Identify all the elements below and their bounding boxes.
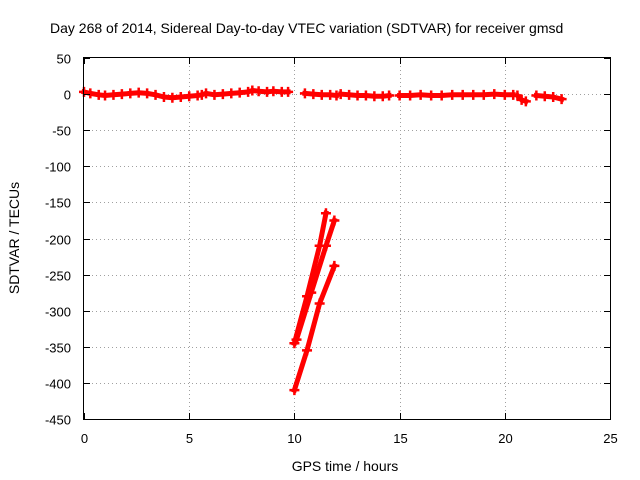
data-point-s0-g3-p6: [457, 89, 468, 100]
data-point-s0-g4-p2: [520, 96, 531, 107]
y-tick-label: -200: [45, 233, 71, 248]
data-point-s0-g3-p5: [447, 89, 458, 100]
data-point-s0-g0-p12: [175, 91, 186, 102]
data-point-s0-g0-p3: [100, 90, 111, 101]
data-point-s0-g0-p23: [253, 86, 264, 97]
x-axis-label: GPS time / hours: [292, 458, 399, 474]
y-tick-label: -300: [45, 305, 71, 320]
data-point-s0-g2-p2: [352, 90, 363, 101]
data-point-s0-g0-p17: [209, 89, 220, 100]
series-1-segment-2: [291, 262, 338, 394]
data-point-s0-g3-p7: [468, 89, 479, 100]
data-point-s0-g0-p20: [234, 87, 245, 98]
y-tick-label: 50: [57, 52, 71, 67]
data-point-s1-g2-p2: [314, 298, 325, 309]
data-point-s0-g3-p8: [478, 89, 489, 100]
data-point-s0-g3-p3: [426, 90, 437, 101]
data-point-s0-g3-p0: [394, 90, 405, 101]
data-point-s1-g0-p3: [320, 208, 331, 219]
data-point-s1-g1-p2: [320, 240, 331, 251]
y-tick-label: -350: [45, 341, 71, 356]
data-series: [79, 85, 567, 396]
data-point-s0-g0-p7: [133, 87, 144, 98]
x-tick-label: 15: [393, 431, 407, 446]
axis-ticks: 50 0 -50 -100 -150 -200 -250 -300 -350 -400 -450 0 5…: [45, 52, 618, 447]
data-point-s0-g5-p2: [548, 91, 559, 102]
y-tick-label: -50: [52, 124, 71, 139]
data-point-s0-g0-p25: [268, 86, 279, 97]
data-point-s0-g0-p10: [158, 91, 169, 102]
data-point-s1-g1-p1: [306, 287, 317, 298]
data-point-s0-g3-p10: [499, 89, 510, 100]
data-point-s0-g0-p1: [85, 88, 96, 99]
y-tick-label: -450: [45, 413, 71, 428]
data-point-s1-g2-p0: [289, 385, 300, 396]
plot-frame: [83, 57, 611, 420]
data-point-s0-g0-p11: [167, 92, 178, 103]
data-point-s0-g0-p18: [217, 89, 228, 100]
data-point-s0-g3-p4: [436, 90, 447, 101]
x-tick-label: 20: [498, 431, 512, 446]
data-point-s0-g1-p0: [299, 88, 310, 99]
data-point-s0-g0-p6: [125, 88, 136, 99]
data-point-s0-g0-p9: [150, 89, 161, 100]
data-point-s0-g5-p1: [539, 91, 550, 102]
y-axis-label: SDTVAR / TECUs: [6, 182, 22, 294]
series-1-segment-1: [293, 217, 338, 343]
data-point-s0-g0-p13: [184, 91, 195, 102]
data-point-s0-g2-p0: [335, 89, 346, 100]
x-tick-label: 5: [186, 431, 193, 446]
data-point-s0-g5-p0: [531, 90, 542, 101]
data-point-s0-g3-p2: [415, 89, 426, 100]
grid-lines: [84, 58, 610, 419]
y-tick-label: -250: [45, 269, 71, 284]
data-point-s0-g0-p8: [142, 88, 153, 99]
data-point-s1-g2-p3: [329, 260, 340, 271]
data-point-s0-g2-p3: [360, 90, 371, 101]
data-point-s0-g2-p6: [384, 90, 395, 101]
data-point-s0-g0-p16: [201, 88, 212, 99]
data-point-s0-g3-p1: [405, 90, 416, 101]
x-tick-label: 0: [81, 431, 88, 446]
data-point-s0-g3-p9: [489, 89, 500, 100]
chart-title: Day 268 of 2014, Sidereal Day-to-day VTE…: [50, 20, 563, 36]
data-point-s1-g1-p3: [329, 215, 340, 226]
data-point-s0-g1-p1: [308, 89, 319, 100]
data-point-s0-g0-p27: [283, 86, 294, 97]
data-point-s0-g1-p2: [316, 89, 327, 100]
x-tick-label: 25: [603, 431, 617, 446]
data-point-s0-g2-p1: [344, 89, 355, 100]
y-tick-label: -150: [45, 196, 71, 211]
data-point-s0-g5-p3: [556, 94, 567, 105]
x-tick-label: 10: [287, 431, 301, 446]
data-point-s0-g0-p19: [226, 88, 237, 99]
y-tick-label: 0: [64, 88, 71, 103]
data-point-s0-g2-p4: [369, 91, 380, 102]
y-tick-label: -100: [45, 160, 71, 175]
data-point-s1-g2-p1: [302, 345, 313, 356]
data-point-s0-g0-p4: [108, 89, 119, 100]
data-point-s0-g0-p5: [116, 89, 127, 100]
y-tick-label: -400: [45, 377, 71, 392]
data-point-s1-g1-p0: [291, 334, 302, 345]
